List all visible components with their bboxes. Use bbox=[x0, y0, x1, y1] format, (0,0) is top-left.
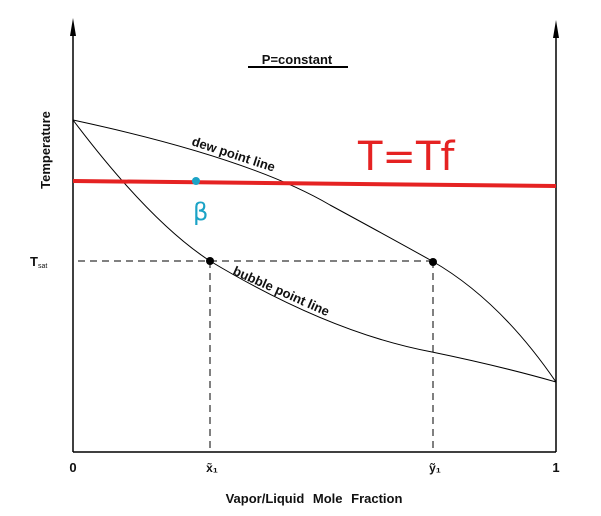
x-tick-0: 0 bbox=[69, 460, 76, 475]
chart-title: P=constant bbox=[262, 52, 333, 67]
bubble-point-label: bubble point line bbox=[231, 263, 332, 319]
beta-label: β bbox=[193, 198, 208, 226]
tsat-sub: sat bbox=[38, 263, 47, 270]
beta-point-marker bbox=[192, 177, 200, 185]
bubble-point-curve bbox=[72, 119, 557, 383]
dew-point-label: dew point line bbox=[190, 134, 277, 175]
feed-temperature-line bbox=[72, 179, 557, 188]
tsat-main: T bbox=[30, 254, 38, 269]
dew-point-marker bbox=[429, 258, 437, 266]
dew-point-curve bbox=[72, 119, 557, 383]
x-tick-x1: x̃₁ bbox=[206, 461, 218, 475]
x-axis-label: Vapor/Liquid Mole Fraction bbox=[226, 491, 403, 506]
left-axis-arrow-icon bbox=[70, 18, 76, 36]
x-tick-y1: ỹ₁ bbox=[429, 461, 441, 475]
x-tick-1: 1 bbox=[552, 460, 559, 475]
feed-line-label: T=Tf bbox=[357, 134, 455, 180]
tsat-label: Tsat bbox=[30, 254, 47, 270]
bubble-point-marker bbox=[206, 257, 214, 265]
right-axis-arrow-icon bbox=[553, 20, 559, 38]
y-axis-label: Temperature bbox=[38, 111, 53, 189]
